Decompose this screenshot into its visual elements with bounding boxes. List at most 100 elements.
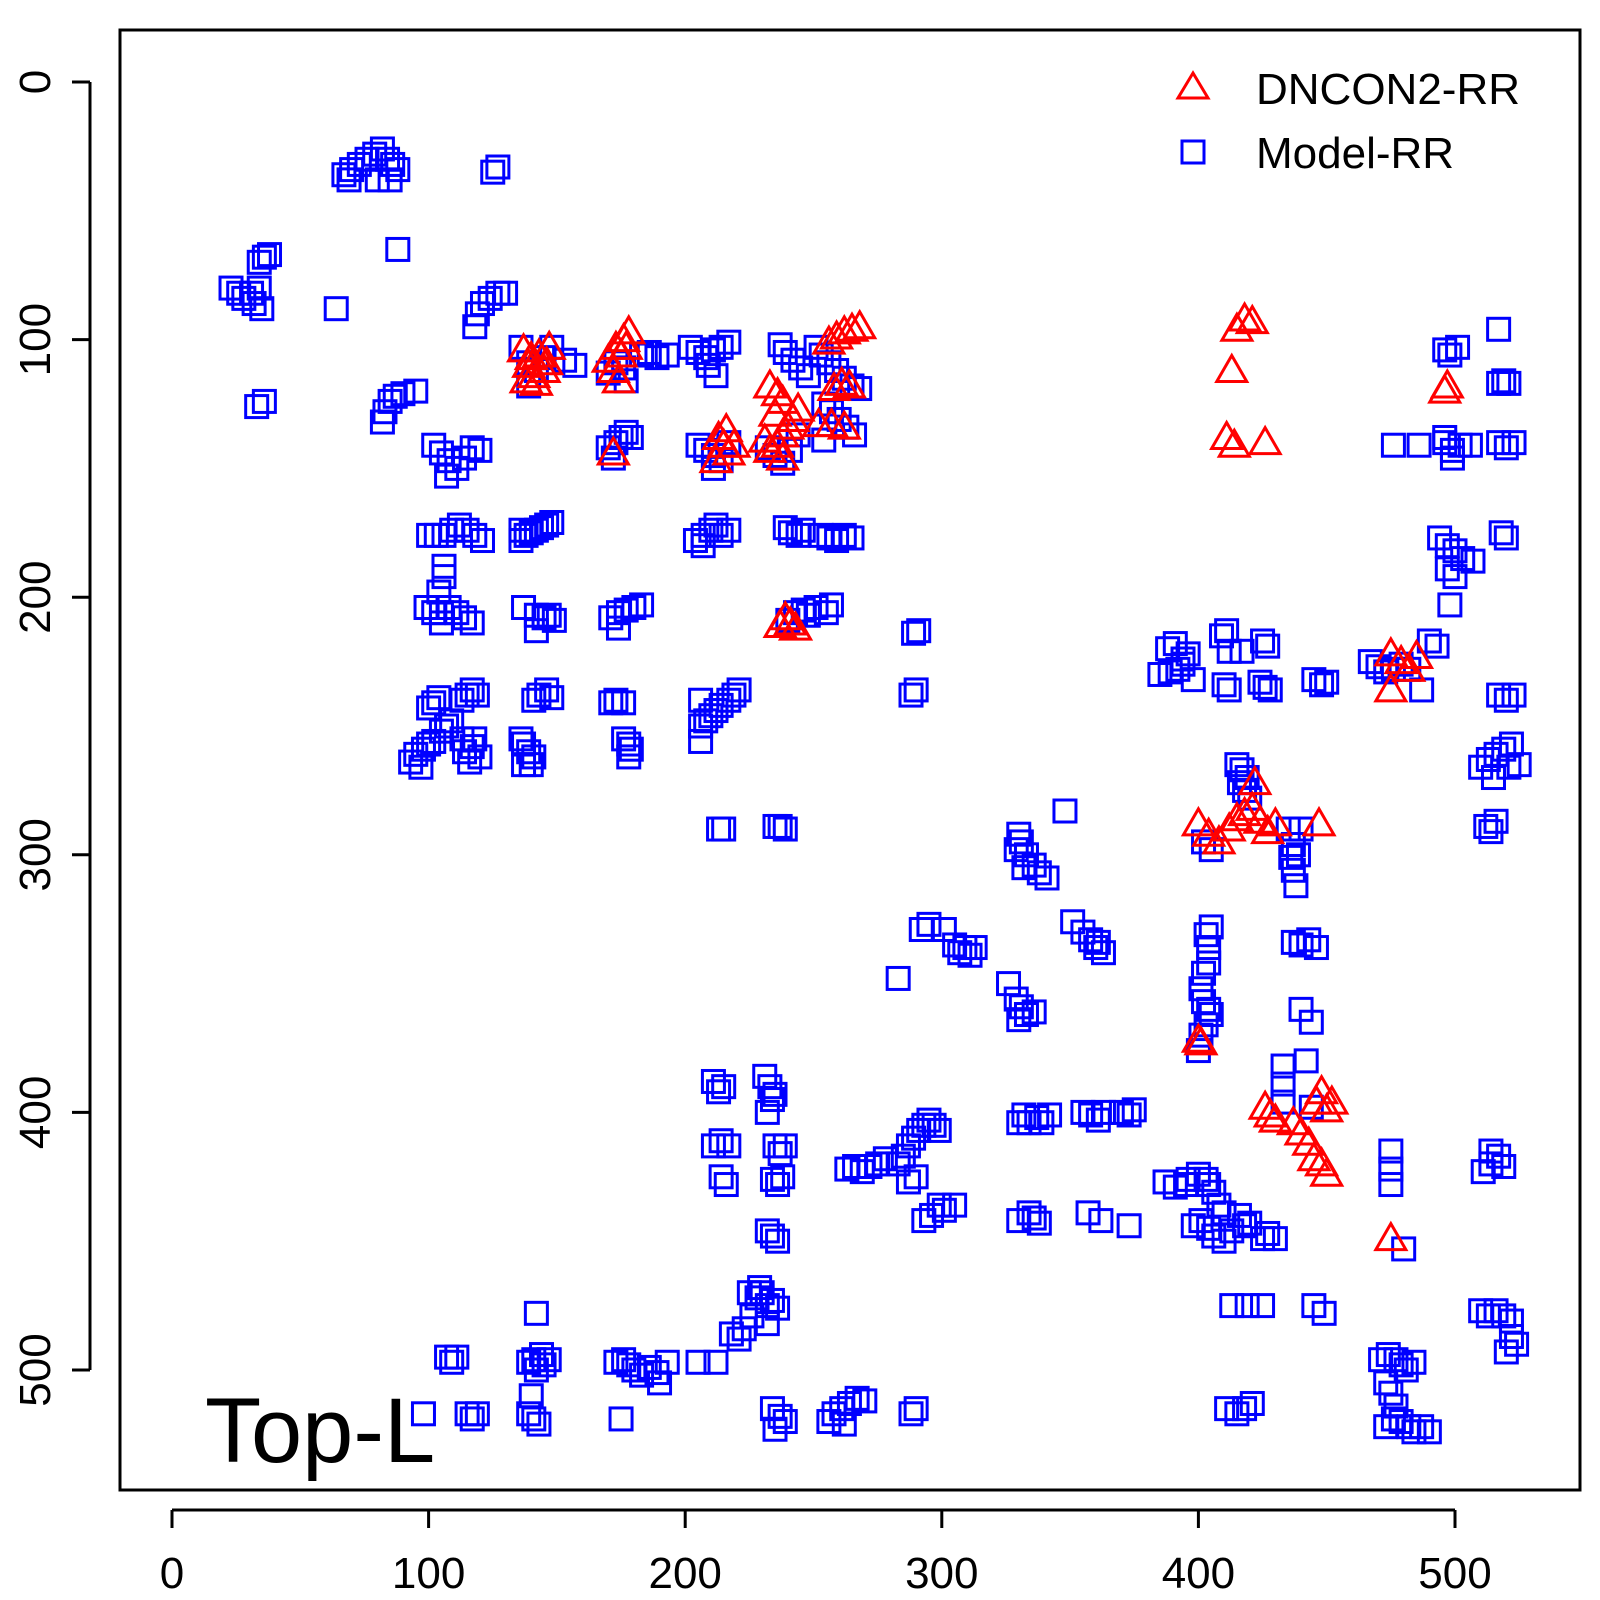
- model-rr-point-412: [942, 1192, 968, 1218]
- model-rr-point-253: [1008, 994, 1034, 1020]
- model-rr-point-344: [1501, 430, 1527, 456]
- model-rr-point-161: [839, 525, 865, 551]
- model-rr-point-110: [439, 517, 465, 543]
- model-rr-point-487: [726, 1326, 752, 1352]
- model-rr-point-539: [1219, 1293, 1245, 1319]
- model-rr-point-235: [1052, 798, 1078, 824]
- model-rr-point-342: [1486, 430, 1512, 456]
- model-rr-point-233: [1003, 837, 1029, 863]
- model-rr-point-533: [903, 1396, 929, 1422]
- model-rr-point-512: [603, 1349, 629, 1375]
- model-rr-point-272: [1283, 873, 1309, 899]
- model-rr-point-531: [816, 1409, 842, 1435]
- model-rr-point-232: [1034, 865, 1060, 891]
- model-rr-point-237: [916, 911, 942, 937]
- model-rr-point-114: [469, 528, 495, 554]
- model-rr-point-221: [767, 813, 793, 839]
- model-rr-point-201: [598, 690, 624, 716]
- model-rr-point-261: [1191, 960, 1217, 986]
- dncon2-rr-point-77: [1301, 805, 1337, 837]
- model-rr-point-465: [1491, 1153, 1517, 1179]
- model-rr-point-257: [1193, 922, 1219, 948]
- model-rr-point-46: [562, 352, 588, 378]
- dncon2-rr-point-39: [826, 409, 862, 440]
- model-rr-point-153: [772, 515, 798, 541]
- model-rr-point-337: [1406, 432, 1432, 458]
- model-rr-point-348: [1434, 533, 1460, 559]
- model-rr-point-448: [1219, 1218, 1245, 1244]
- model-rr-point-135: [523, 602, 549, 628]
- model-rr-point-82: [808, 342, 834, 368]
- model-rr-point-22: [251, 244, 277, 270]
- dncon2-rr-point-54: [1234, 303, 1270, 335]
- x-tick-label: 100: [392, 1549, 465, 1598]
- model-rr-point-108: [423, 522, 449, 548]
- model-rr-point-343: [1493, 435, 1519, 461]
- model-rr-point-324: [1416, 628, 1442, 654]
- model-rr-point-453: [1255, 1220, 1281, 1246]
- model-rr-point-24: [241, 291, 267, 317]
- model-rr-point-327: [1432, 337, 1458, 363]
- model-rr-point-14: [385, 236, 411, 262]
- model-rr-point-78: [780, 347, 806, 373]
- model-rr-point-427: [1021, 1205, 1047, 1231]
- model-rr-point-87: [847, 376, 873, 402]
- y-tick-label: 400: [11, 1076, 60, 1149]
- model-rr-point-145: [605, 615, 631, 641]
- dncon2-rr-point-64: [1398, 638, 1435, 669]
- model-rr-point-302: [1252, 674, 1278, 700]
- dncon2-rr-point-60: [1429, 367, 1465, 399]
- dncon2-rr-point-93: [1373, 1220, 1409, 1252]
- model-rr-point-376: [762, 1081, 788, 1107]
- model-rr-point-365: [1506, 752, 1532, 778]
- model-rr-point-197: [526, 682, 552, 708]
- model-rr-point-389: [759, 1223, 785, 1249]
- model-rr-point-425: [1121, 1097, 1147, 1123]
- model-rr-point-383: [708, 1164, 734, 1190]
- model-rr-point-23: [257, 242, 283, 268]
- model-rr-point-27: [251, 388, 277, 414]
- model-rr-point-304: [1301, 667, 1327, 693]
- model-rr-point-430: [1075, 1200, 1101, 1226]
- model-rr-point-355: [1486, 682, 1512, 708]
- dncon2-rr-point-56: [1209, 419, 1245, 450]
- model-rr-point-454: [1262, 1226, 1288, 1252]
- model-rr-point-475: [1491, 1303, 1517, 1329]
- legend-square-icon: [1180, 139, 1206, 165]
- model-rr-point-250: [885, 965, 911, 991]
- model-rr-point-125: [428, 610, 454, 636]
- model-rr-point-423: [1108, 1099, 1134, 1125]
- dncon2-rr-point-46: [824, 365, 860, 396]
- y-tick-label: 200: [11, 560, 60, 633]
- model-rr-point-463: [1478, 1151, 1504, 1177]
- dncon2-rr-point-70: [1219, 800, 1255, 832]
- dncon2-rr-point-76: [1237, 764, 1273, 796]
- dncon2-rr-point-57: [1216, 427, 1252, 458]
- model-rr-point-416: [1024, 1105, 1050, 1131]
- model-rr-point-287: [1303, 935, 1329, 961]
- dncon2-rr-point-51: [777, 610, 814, 641]
- model-rr-point-418: [1037, 1102, 1063, 1128]
- model-rr-point-325: [1424, 633, 1450, 659]
- model-rr-point-315: [1170, 646, 1196, 672]
- model-rr-point-57: [716, 329, 742, 355]
- model-rr-point-393: [849, 1159, 875, 1185]
- dncon2-rr-point-52: [1219, 311, 1255, 342]
- model-rr-point-202: [603, 687, 629, 713]
- model-rr-point-338: [1486, 316, 1512, 342]
- model-rr-point-243: [962, 935, 988, 961]
- model-rr-point-276: [1275, 816, 1301, 842]
- model-rr-point-215: [726, 677, 752, 703]
- model-rr-point-205: [616, 731, 642, 757]
- model-rr-point-522: [759, 1396, 785, 1422]
- model-rr-point-510: [464, 1401, 490, 1427]
- model-rr-point-134: [511, 595, 537, 621]
- dncon2-rr-point-33: [780, 391, 816, 422]
- model-rr-point-26: [244, 394, 270, 420]
- model-rr-point-98: [811, 427, 837, 453]
- model-rr-point-190: [462, 726, 488, 752]
- model-rr-point-504: [518, 1383, 544, 1409]
- model-rr-point-442: [1173, 1172, 1199, 1198]
- y-tick-label: 300: [11, 818, 60, 891]
- dncon2-rr-point-7: [508, 362, 544, 394]
